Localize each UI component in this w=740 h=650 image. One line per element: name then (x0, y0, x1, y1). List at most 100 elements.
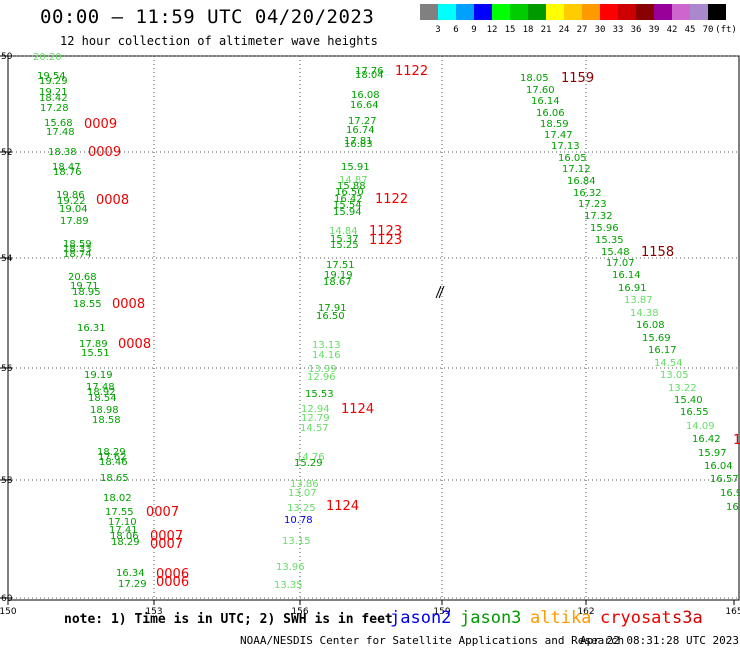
swh-value: 15.94 (333, 207, 362, 218)
swh-value: 16.42 (334, 194, 363, 205)
legend-swatch (438, 4, 456, 20)
map-frame (7, 55, 740, 601)
swh-value: 19.29 (39, 76, 68, 87)
lat-tick-label: 50 (1, 52, 13, 62)
swh-value: 13.35 (274, 580, 303, 591)
generated-timestamp: Apr 22 08:31:28 UTC 2023 (580, 634, 739, 647)
swh-value: 18.33 (63, 244, 92, 255)
time-label: 0006 (156, 567, 189, 582)
time-label: 1123 (369, 224, 402, 239)
swh-value: 16.9 (720, 488, 740, 499)
swh-value: 16.55 (680, 407, 709, 418)
time-label: 1 (733, 433, 740, 448)
swh-value: 18.74 (63, 249, 92, 260)
swh-value: 19.22 (57, 196, 86, 207)
swh-value: 15.48 (601, 247, 630, 258)
swh-value: 20.20 (33, 52, 62, 63)
swh-value: 15.53 (305, 389, 334, 400)
swh-value: 19.19 (84, 370, 113, 381)
swh-value: 17.41 (109, 525, 138, 536)
swh-value: 14.84 (329, 226, 358, 237)
swh-value: 15.88 (337, 181, 366, 192)
legend-label: 24 (558, 25, 570, 35)
swh-value: 18.04 (355, 70, 384, 81)
swh-value: 14.38 (630, 308, 659, 319)
swh-value: 15.40 (674, 395, 703, 406)
swh-value: 12.94 (301, 404, 330, 415)
lon-tick-label: 162 (577, 607, 594, 617)
map-subtitle: 12 hour collection of altimeter wave hei… (60, 34, 378, 48)
swh-value: 18.98 (90, 405, 119, 416)
swh-value: 15.97 (698, 448, 727, 459)
swh-value: 15.69 (642, 333, 671, 344)
footer-note: note: 1) Time is in UTC; 2) SWH is in fe… (64, 612, 393, 627)
legend-label: 70 (702, 25, 714, 35)
legend-swatch (690, 4, 708, 20)
swh-value: 19.86 (56, 190, 85, 201)
lat-tick-label: 56 (1, 364, 13, 374)
swh-value: 15.35 (595, 235, 624, 246)
swh-value: 13.05 (660, 370, 689, 381)
swh-value: 17.62 (98, 452, 127, 463)
swh-value: 18.76 (53, 167, 82, 178)
time-label: 1122 (375, 192, 408, 207)
swh-value: 16.08 (636, 320, 665, 331)
swh-value: 17.27 (348, 116, 377, 127)
map-title: 00:00 – 11:59 UTC 04/20/2023 (40, 6, 375, 28)
legend-swatch (474, 4, 492, 20)
time-label: 0008 (112, 297, 145, 312)
satellite-s3a: s3a (672, 608, 703, 628)
swh-value: 16.64 (350, 100, 379, 111)
swh-value: 16.14 (612, 270, 641, 281)
legend-swatch (564, 4, 582, 20)
swh-value: 17.55 (105, 507, 134, 518)
legend-swatch (654, 4, 672, 20)
swh-value: 19.54 (37, 71, 66, 82)
swh-value: 16.84 (567, 176, 596, 187)
swh-value: 18.29 (111, 537, 140, 548)
credit-text: NOAA/NESDIS Center for Satellite Applica… (240, 634, 625, 647)
legend-swatch (672, 4, 690, 20)
legend-swatch (708, 4, 726, 20)
marker-glyph (435, 285, 445, 299)
swh-value: 15.29 (294, 458, 323, 469)
swh-value: 18.55 (73, 299, 102, 310)
swh-value: 18.06 (110, 531, 139, 542)
swh-value: 17.13 (551, 141, 580, 152)
swh-value: 16.50 (335, 187, 364, 198)
swh-value: 15.68 (44, 118, 73, 129)
legend-swatch (456, 4, 474, 20)
swh-value: 17.12 (562, 164, 591, 175)
swh-value: 15.51 (81, 348, 110, 359)
swh-value: 14.16 (312, 350, 341, 361)
swh-value: 18.65 (100, 473, 129, 484)
swh-value: 13.25 (287, 503, 316, 514)
lat-tick-label: 58 (1, 476, 13, 486)
time-label: 1124 (326, 499, 359, 514)
swh-value: 13.13 (312, 340, 341, 351)
swh-value: 16 (726, 502, 739, 513)
swh-value: 19.19 (324, 270, 353, 281)
time-label: 0006 (156, 575, 189, 590)
legend-swatch (546, 4, 564, 20)
legend-label: 6 (453, 25, 459, 35)
legend-label: 21 (540, 25, 552, 35)
lon-tick-label: 156 (291, 607, 308, 617)
swh-value: 16.91 (618, 283, 647, 294)
legend-swatch (636, 4, 654, 20)
swh-value: 18.54 (88, 393, 117, 404)
legend-label: 15 (504, 25, 516, 35)
legend-label: 27 (576, 25, 588, 35)
legend-swatch (582, 4, 600, 20)
time-label: 0007 (150, 529, 183, 544)
legend-label: 33 (612, 25, 624, 35)
swh-value: 18.58 (92, 415, 121, 426)
time-label: 1123 (369, 233, 402, 248)
satellite-jason2: jason2 (390, 608, 452, 628)
satellite-cryosat: cryosat (600, 608, 672, 628)
swh-value: 18.46 (99, 457, 128, 468)
lon-tick-label: 153 (145, 607, 162, 617)
legend-label: 9 (471, 25, 477, 35)
swh-value: 18.67 (323, 277, 352, 288)
swh-value: 17.89 (79, 339, 108, 350)
